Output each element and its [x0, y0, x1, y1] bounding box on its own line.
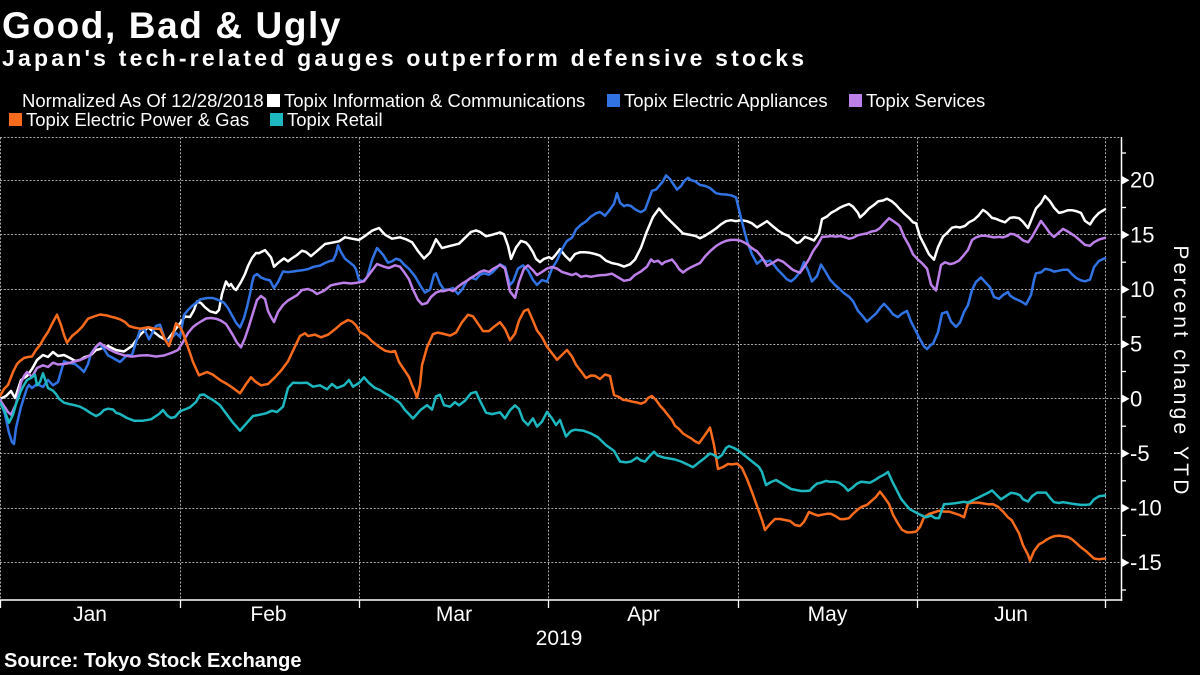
svg-text:Jun: Jun: [994, 603, 1028, 626]
svg-text:-15: -15: [1130, 550, 1162, 575]
svg-text:May: May: [808, 603, 848, 626]
svg-text:-5: -5: [1130, 441, 1150, 466]
svg-text:2019: 2019: [536, 627, 583, 650]
svg-text:20: 20: [1130, 168, 1154, 193]
svg-text:Jan: Jan: [73, 603, 107, 626]
svg-text:Mar: Mar: [436, 603, 472, 626]
svg-text:15: 15: [1130, 222, 1154, 247]
svg-text:Percent change YTD: Percent change YTD: [1169, 245, 1192, 497]
svg-text:-10: -10: [1130, 496, 1162, 521]
svg-text:Feb: Feb: [250, 603, 286, 626]
svg-text:5: 5: [1130, 332, 1142, 357]
svg-text:Apr: Apr: [627, 603, 660, 626]
svg-text:10: 10: [1130, 277, 1154, 302]
svg-text:0: 0: [1130, 386, 1142, 411]
